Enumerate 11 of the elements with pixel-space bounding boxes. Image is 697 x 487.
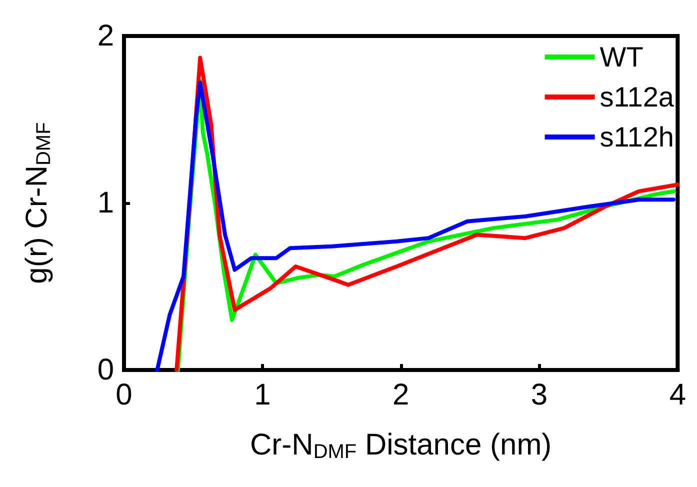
y-tick-label: 0 — [97, 354, 114, 386]
x-tick-label: 4 — [669, 378, 686, 412]
legend-label: s112a — [600, 82, 674, 112]
x-tick-label: 3 — [530, 378, 548, 412]
y-tick-label: 2 — [97, 20, 114, 52]
legend-label: s112h — [600, 122, 674, 152]
x-tick-label: 2 — [392, 378, 410, 412]
x-tick-label: 1 — [254, 378, 271, 412]
y-tick-label: 1 — [97, 186, 114, 220]
y-axis-title: g(r) Cr-NDMF — [20, 122, 55, 284]
legend-label: WT — [600, 42, 644, 72]
